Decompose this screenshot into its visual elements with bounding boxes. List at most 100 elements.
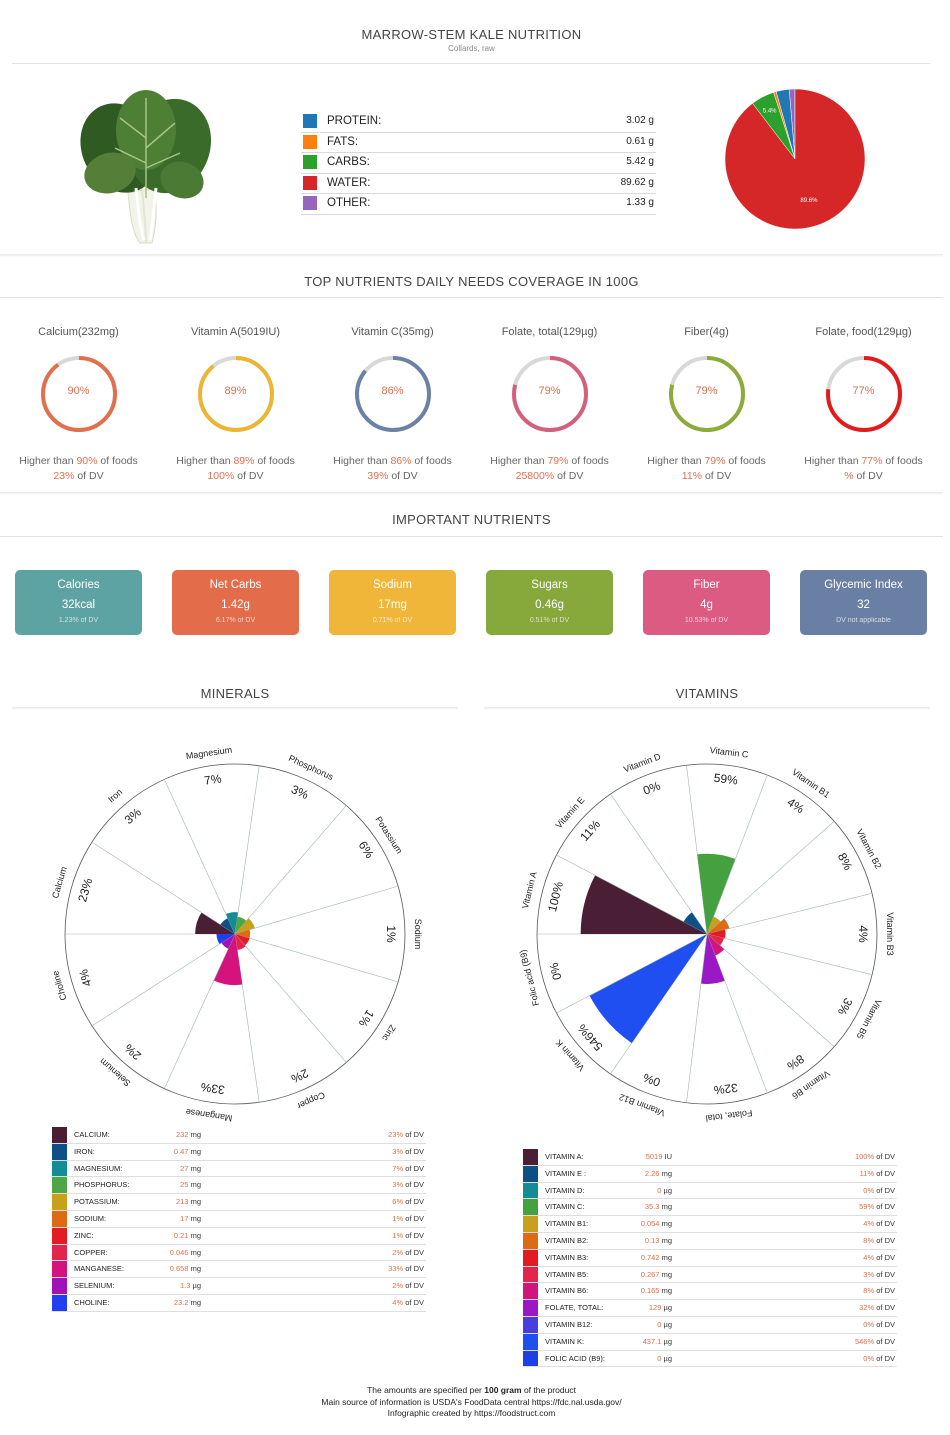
row-swatch (523, 1165, 538, 1182)
polar-bar-vitamin-e (683, 912, 707, 934)
row-name: FOLATE, TOTAL: (545, 1303, 604, 1313)
card-title: Calories (57, 579, 100, 591)
coverage-ring-graphic (354, 356, 431, 432)
card-title: Glycemic Index (824, 579, 903, 591)
pie-label-carbs: 5.4% (763, 109, 777, 115)
polar-value-sodium: 1% (384, 925, 398, 943)
row-dv: 546% of DV (855, 1337, 895, 1346)
fats-label: FATS: (327, 135, 359, 148)
row-dv-value: 0% (863, 1319, 875, 1329)
row-dv-unit: of DV (405, 1281, 424, 1291)
row-unit: mg (661, 1219, 672, 1229)
polar-bar-phosphorus (235, 916, 247, 934)
minerals-row-phosphorus: PHOSPHORUS: 25 mg 3% of DV (52, 1177, 426, 1195)
card-glycemic-index: Glycemic Index 32 DV not applicable (800, 570, 927, 635)
coverage-percent: 90% (67, 385, 90, 397)
coverage-higher-prefix: Higher than (647, 455, 705, 467)
row-dv-unit: of DV (405, 1146, 424, 1156)
row-value: 0.21 (173, 1230, 189, 1240)
coverage-ring-graphic (197, 356, 274, 432)
macro-row-other: OTHER: 1.33 g (301, 194, 656, 215)
macro-row-protein: PROTEIN: 3.02 g (301, 112, 656, 133)
polar-spoke (234, 933, 347, 1063)
row-dv-value: 6% (392, 1197, 404, 1207)
polar-value-manganese: 33% (200, 1080, 226, 1097)
row-name: MANGANESE: (74, 1264, 125, 1274)
polar-spoke (706, 774, 768, 935)
coverage-text: Higher than 77% of foods% of DV (785, 454, 942, 484)
coverage-percent: 86% (381, 385, 404, 397)
row-value: 0.046 (169, 1247, 189, 1257)
coverage-item-vitamin-c: Vitamin C(35mg) 86% Higher than 86% of foo… (314, 326, 471, 484)
polar-spoke (234, 765, 260, 935)
row-name: CALCIUM: (74, 1130, 110, 1139)
polar-spoke (91, 933, 236, 1027)
row-swatch (523, 1216, 538, 1232)
row-amount: 213 mg (176, 1197, 201, 1206)
coverage-dv-line: 39% of DV (314, 469, 471, 484)
row-dv: 8% of DV (863, 1236, 895, 1245)
row-value: 213 (175, 1197, 189, 1207)
row-dv: 4% of DV (863, 1253, 895, 1262)
row-dv-unit: of DV (876, 1319, 895, 1329)
polar-spoke (164, 933, 236, 1089)
coverage-dv-line: 25800% of DV (471, 469, 628, 484)
row-dv: 1% of DV (392, 1231, 424, 1240)
row-dv: 11% of DV (860, 1169, 895, 1178)
row-swatch (52, 1177, 67, 1194)
row-name: VITAMIN B5: (545, 1269, 589, 1279)
row-value: 0.742 (640, 1252, 660, 1262)
row-name: VITAMIN D: (545, 1185, 585, 1195)
card-title: Net Carbs (209, 579, 262, 591)
row-swatch (52, 1261, 67, 1278)
minerals-row-choline: CHOLINE: 23.2 mg 4% of DV (52, 1294, 426, 1312)
polar-label-calcium: Calcium (50, 865, 69, 899)
card-calories: Calories 32kcal 1.23% of DV (15, 570, 142, 635)
coverage-higher-suffix: of foods (725, 455, 766, 467)
card-dv: 0.71% of DV (372, 617, 413, 624)
minerals-title-divider (12, 707, 458, 710)
row-dv: 33% of DV (388, 1264, 424, 1273)
macro-row-water: WATER: 89.62 g (301, 174, 656, 194)
polar-spoke (234, 805, 347, 935)
coverage-percent: 89% (224, 385, 247, 397)
row-value: 437.1 (642, 1336, 662, 1346)
row-dv-value: 4% (863, 1252, 875, 1262)
row-swatch (523, 1316, 538, 1333)
coverage-higher-line: Higher than 89% of foods (157, 454, 314, 469)
fats-value: 0.61 g (626, 135, 654, 147)
row-amount: 0.658 mg (170, 1264, 201, 1273)
row-dv-unit: of DV (876, 1353, 895, 1363)
kale-image (80, 90, 212, 244)
row-dv-value: 4% (863, 1219, 875, 1229)
important-top-shadow (0, 492, 943, 495)
row-unit: mg (661, 1235, 672, 1245)
card-value: 0.46g (535, 599, 564, 611)
protein-swatch (303, 114, 317, 128)
footer-line-1-post: of the product (521, 1385, 576, 1395)
polar-bar-calcium (195, 912, 235, 934)
vitamins-row-vitamin-b1: VITAMIN B1: 0.054 mg 4% of DV (523, 1216, 897, 1233)
coverage-item-vitamin-a: Vitamin A(5019IU) 89% Higher than 89% of f… (157, 326, 314, 484)
row-value: 35.3 (644, 1202, 660, 1212)
row-swatch (52, 1278, 67, 1294)
row-dv-value: 8% (863, 1286, 875, 1296)
row-dv-value: 100% (854, 1152, 875, 1161)
card-title: Sodium (373, 579, 412, 591)
polar-bar-choline (216, 934, 235, 944)
row-unit: µg (192, 1281, 202, 1291)
coverage-dv-suffix: of DV (554, 470, 584, 482)
coverage-higher-pct: 79% (704, 455, 726, 467)
card-value: 4g (700, 599, 713, 611)
row-dv: 100% of DV (855, 1152, 895, 1161)
row-amount: 2.26 mg (645, 1169, 672, 1178)
coverage-dv-line: % of DV (785, 469, 942, 484)
card-title: Fiber (693, 579, 720, 591)
row-unit: mg (190, 1247, 201, 1257)
row-amount: 129 µg (649, 1303, 672, 1312)
footer-line-1: The amounts are specified per 100 gram o… (0, 1385, 943, 1397)
polar-value-vitamin-b3: 4% (856, 925, 870, 943)
row-value: 25 (180, 1180, 189, 1190)
row-value: 0.13 (644, 1235, 660, 1245)
coverage-higher-line: Higher than 79% of foods (628, 454, 785, 469)
